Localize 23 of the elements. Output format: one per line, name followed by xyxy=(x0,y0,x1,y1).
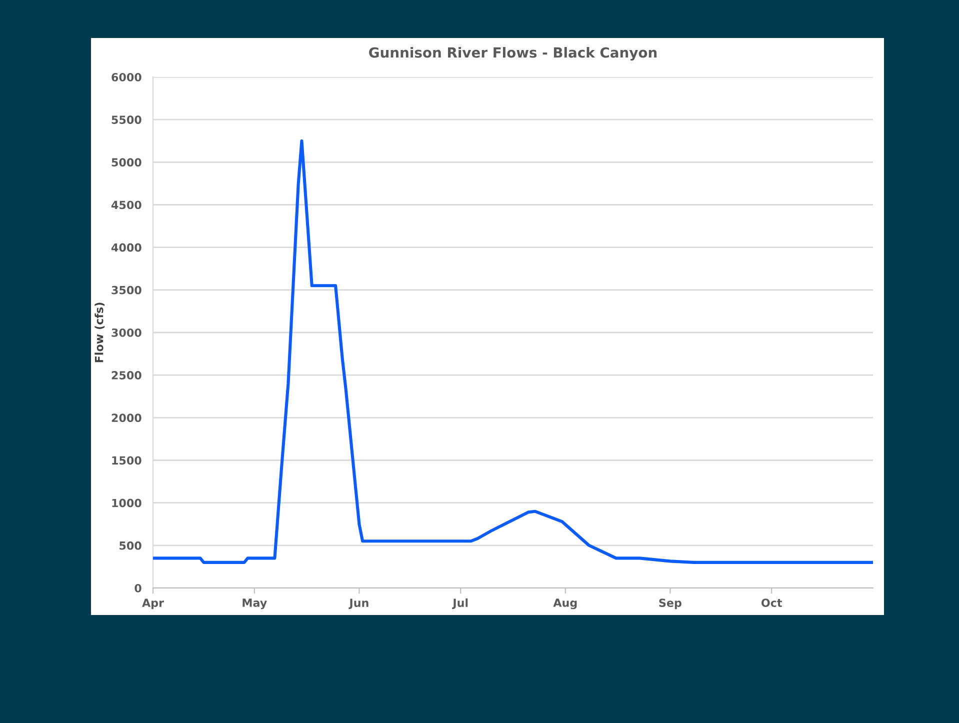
x-tick-label: Oct xyxy=(761,598,782,608)
x-tick-label: Apr xyxy=(142,598,164,610)
y-tick-label: 5500 xyxy=(112,116,142,124)
x-tick-label: Sep xyxy=(659,598,682,610)
y-tick-label: 3000 xyxy=(112,328,142,337)
x-tick-label: May xyxy=(242,598,267,610)
y-tick-label: 1000 xyxy=(112,498,142,508)
y-tick-label: 3500 xyxy=(112,286,142,294)
x-tick-label: Jun xyxy=(348,598,368,610)
y-tick-label: 500 xyxy=(120,541,142,550)
y-tick-label: 4500 xyxy=(111,200,142,210)
y-tick-label: 5000 xyxy=(112,158,142,167)
chart-title: Gunnison River Flows - Black Canyon xyxy=(369,47,657,61)
x-tick-label: Aug xyxy=(553,598,577,610)
y-tick-label: 1500 xyxy=(112,456,142,465)
x-tick-label: Jul xyxy=(452,598,468,610)
y-tick-label: 2500 xyxy=(112,371,142,380)
y-axis-title: Flow (cfs) xyxy=(94,302,105,362)
y-tick-label: 0 xyxy=(134,584,142,592)
line-series xyxy=(153,139,873,564)
y-tick-label: 4000 xyxy=(111,243,142,252)
y-tick-label: 2000 xyxy=(112,414,142,422)
y-tick-label: 6000 xyxy=(112,72,142,82)
